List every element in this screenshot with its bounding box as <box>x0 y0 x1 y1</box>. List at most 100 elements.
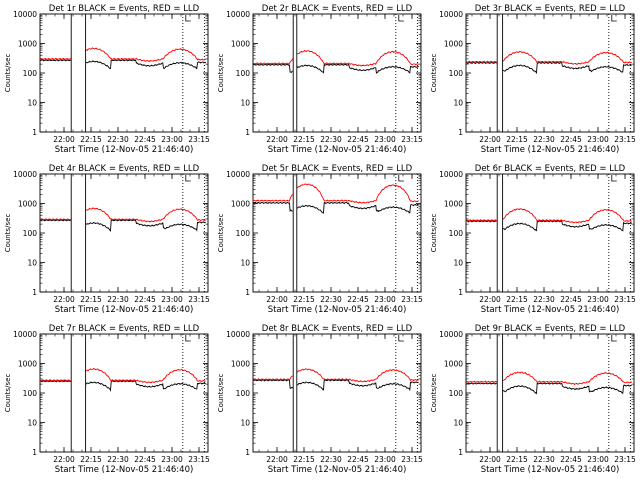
series-line-lld <box>253 49 419 67</box>
marker-bracket <box>185 175 191 182</box>
y-tick-label: 1 <box>458 128 463 137</box>
x-tick-label: 22:30 <box>533 135 555 144</box>
chart-title: Det 7r BLACK = Events, RED = LLD <box>49 324 200 334</box>
chart-panel-9: Det 9r BLACK = Events, RED = LLD Counts/s… <box>430 324 636 475</box>
y-tick-label: 10000 <box>439 10 463 19</box>
chart-title: Det 5r BLACK = Events, RED = LLD <box>262 164 413 174</box>
plot-frame <box>252 173 422 293</box>
chart-title: Det 2r BLACK = Events, RED = LLD <box>262 4 413 14</box>
x-tick-label: 22:15 <box>293 295 315 304</box>
x-tick-label: 22:00 <box>53 455 75 464</box>
x-tick-label: 22:00 <box>53 295 75 304</box>
series-line-events <box>253 201 420 214</box>
x-tick-label: 23:15 <box>401 455 423 464</box>
y-tick-label: 1000 <box>444 40 463 49</box>
x-tick-label: 22:00 <box>479 455 501 464</box>
x-tick-label: 22:45 <box>560 295 582 304</box>
series-line-events <box>253 63 419 74</box>
y-tick-label: 100 <box>23 229 38 238</box>
y-tick-label: 1000 <box>444 200 463 209</box>
series-line-events <box>466 61 632 75</box>
series-line-lld <box>253 368 420 383</box>
marker-bracket <box>185 15 191 22</box>
y-tick-label: 10000 <box>13 170 37 179</box>
y-tick-label: 1000 <box>231 360 250 369</box>
plot-frame <box>39 173 209 293</box>
x-tick-label: 23:00 <box>374 135 396 144</box>
y-tick-label: 1000 <box>18 200 37 209</box>
chart-panel-4: Det 4r BLACK = Events, RED = LLD Counts/s… <box>4 164 210 315</box>
x-tick-label: 22:15 <box>293 455 315 464</box>
x-tick-label: 22:00 <box>266 135 288 144</box>
series-line-events <box>40 59 207 70</box>
y-tick-label: 10 <box>453 419 463 428</box>
y-tick-label: 10000 <box>226 170 250 179</box>
y-tick-label: 1000 <box>231 40 250 49</box>
chart-panel-2: Det 2r BLACK = Events, RED = LLD Counts/s… <box>217 4 423 155</box>
series-line-lld <box>466 51 632 65</box>
x-tick-label: 22:45 <box>347 135 369 144</box>
y-tick-label: 10000 <box>226 330 250 339</box>
y-tick-label: 100 <box>236 389 251 398</box>
chart-title: Det 6r BLACK = Events, RED = LLD <box>475 164 626 174</box>
y-tick-label: 100 <box>236 69 251 78</box>
series-line-lld <box>253 183 419 204</box>
plot-frame <box>252 333 422 453</box>
x-tick-label: 23:00 <box>587 455 609 464</box>
y-axis-label: Counts/sec <box>430 214 438 253</box>
y-tick-label: 100 <box>449 389 464 398</box>
plot-frame <box>39 13 209 133</box>
chart-title: Det 8r BLACK = Events, RED = LLD <box>262 324 413 334</box>
x-tick-label: 23:15 <box>401 135 423 144</box>
y-tick-label: 10 <box>240 99 250 108</box>
y-tick-label: 1000 <box>444 360 463 369</box>
x-axis-label: Start Time (12-Nov-05 21:46:40) <box>55 465 194 475</box>
y-axis-label: Counts/sec <box>4 374 12 413</box>
y-tick-label: 10 <box>240 259 250 268</box>
y-tick-label: 1 <box>245 288 250 297</box>
y-tick-label: 10 <box>240 419 250 428</box>
x-axis-label: Start Time (12-Nov-05 21:46:40) <box>268 305 407 315</box>
y-tick-label: 10 <box>27 419 37 428</box>
x-tick-label: 22:30 <box>107 295 129 304</box>
y-tick-label: 100 <box>23 69 38 78</box>
x-tick-label: 22:15 <box>293 135 315 144</box>
y-axis-label: Counts/sec <box>4 54 12 93</box>
marker-bracket <box>398 15 404 22</box>
y-tick-label: 1 <box>32 288 37 297</box>
x-axis-label: Start Time (12-Nov-05 21:46:40) <box>268 465 407 475</box>
y-tick-label: 1000 <box>18 360 37 369</box>
series-line-lld <box>466 371 633 386</box>
x-tick-label: 23:00 <box>374 455 396 464</box>
chart-panel-8: Det 8r BLACK = Events, RED = LLD Counts/s… <box>217 324 423 475</box>
y-tick-label: 10000 <box>439 170 463 179</box>
x-tick-label: 22:45 <box>134 295 156 304</box>
x-tick-label: 22:30 <box>320 455 342 464</box>
y-tick-label: 10000 <box>13 10 37 19</box>
y-tick-label: 10000 <box>226 10 250 19</box>
chart-title: Det 1r BLACK = Events, RED = LLD <box>49 4 200 14</box>
x-tick-label: 22:30 <box>533 295 555 304</box>
x-tick-label: 22:00 <box>479 295 501 304</box>
x-tick-label: 23:00 <box>587 135 609 144</box>
x-tick-label: 22:30 <box>320 295 342 304</box>
chart-title: Det 3r BLACK = Events, RED = LLD <box>475 4 626 14</box>
y-tick-label: 1 <box>32 448 37 457</box>
x-tick-label: 22:15 <box>506 295 528 304</box>
marker-bracket <box>611 175 617 182</box>
chart-panel-1: Det 1r BLACK = Events, RED = LLD Counts/s… <box>4 4 210 155</box>
marker-bracket <box>185 335 191 342</box>
x-tick-label: 23:15 <box>614 135 636 144</box>
x-tick-label: 23:15 <box>614 455 636 464</box>
x-tick-label: 22:30 <box>320 135 342 144</box>
x-tick-label: 22:00 <box>266 455 288 464</box>
x-tick-label: 23:00 <box>161 455 183 464</box>
plot-frame <box>465 333 635 453</box>
x-tick-label: 22:45 <box>347 295 369 304</box>
y-tick-label: 1 <box>245 448 250 457</box>
series-line-lld <box>466 208 632 224</box>
x-tick-label: 23:00 <box>587 295 609 304</box>
x-tick-label: 22:45 <box>560 135 582 144</box>
